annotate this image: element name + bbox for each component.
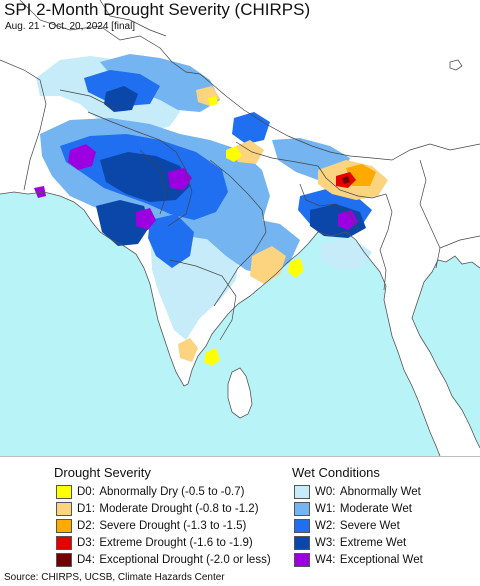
legend-label: Exceptional Wet: [339, 554, 423, 566]
land-sri-lanka: [228, 368, 252, 418]
legend-item-d2: D2: Severe Drought (-1.3 to -1.5): [56, 518, 271, 534]
legend-swatch-w0: [294, 485, 310, 499]
legend-code: D3:: [77, 537, 95, 549]
legend-label: Severe Drought (-1.3 to -1.5): [99, 520, 247, 532]
legend-code: W2:: [315, 520, 336, 532]
legend-item-d0: D0: Abnormally Dry (-0.5 to -0.7): [56, 484, 271, 500]
legend-item-w1: W1: Moderate Wet: [294, 501, 423, 517]
legend-swatch-d2: [56, 519, 72, 533]
legend-swatch-d1: [56, 502, 72, 516]
wet-legend-heading: Wet Conditions: [292, 465, 380, 480]
legend-code: W4:: [315, 554, 336, 566]
legend-code: D4:: [77, 554, 95, 566]
map-frame: SPI 2-Month Drought Severity (CHIRPS) Au…: [0, 0, 480, 456]
map-subtitle: Aug. 21 - Oct. 20, 2024 [final]: [5, 21, 136, 32]
legend-label: Abnormally Dry (-0.5 to -0.7): [99, 486, 245, 498]
legend-code: W3:: [315, 537, 336, 549]
legend-code: W1:: [315, 503, 336, 515]
legend: Drought Severity Wet Conditions D0: Abno…: [0, 456, 480, 573]
drought-map: [0, 0, 480, 456]
drought-legend-list: D0: Abnormally Dry (-0.5 to -0.7) D1: Mo…: [56, 484, 271, 569]
legend-item-w4: W4: Exceptional Wet: [294, 552, 423, 568]
legend-label: Moderate Drought (-0.8 to -1.2): [99, 503, 259, 515]
legend-code: D0:: [77, 486, 95, 498]
legend-swatch-w3: [294, 536, 310, 550]
legend-label: Moderate Wet: [339, 503, 412, 515]
legend-label: Extreme Wet: [339, 537, 407, 549]
legend-label: Abnormally Wet: [339, 486, 421, 498]
legend-item-d3: D3: Extreme Drought (-1.6 to -1.9): [56, 535, 271, 551]
legend-label: Extreme Drought (-1.6 to -1.9): [99, 537, 253, 549]
legend-swatch-w1: [294, 502, 310, 516]
legend-swatch-w2: [294, 519, 310, 533]
legend-item-w3: W3: Extreme Wet: [294, 535, 423, 551]
legend-swatch-w4: [294, 553, 310, 567]
legend-code: D2:: [77, 520, 95, 532]
legend-swatch-d3: [56, 536, 72, 550]
legend-label: Severe Wet: [339, 520, 400, 532]
legend-swatch-d0: [56, 485, 72, 499]
legend-item-d1: D1: Moderate Drought (-0.8 to -1.2): [56, 501, 271, 517]
legend-item-w2: W2: Severe Wet: [294, 518, 423, 534]
wet-legend-list: W0: Abnormally Wet W1: Moderate Wet W2: …: [294, 484, 423, 569]
legend-code: W0:: [315, 486, 336, 498]
legend-item-d4: D4: Exceptional Drought (-2.0 or less): [56, 552, 271, 568]
source-credit: Source: CHIRPS, UCSB, Climate Hazards Ce…: [4, 572, 225, 583]
map-title: SPI 2-Month Drought Severity (CHIRPS): [4, 0, 311, 19]
legend-label: Exceptional Drought (-2.0 or less): [99, 554, 271, 566]
land-island: [450, 60, 462, 70]
drought-legend-heading: Drought Severity: [54, 465, 151, 480]
legend-item-w0: W0: Abnormally Wet: [294, 484, 423, 500]
legend-code: D1:: [77, 503, 95, 515]
legend-swatch-d4: [56, 553, 72, 567]
